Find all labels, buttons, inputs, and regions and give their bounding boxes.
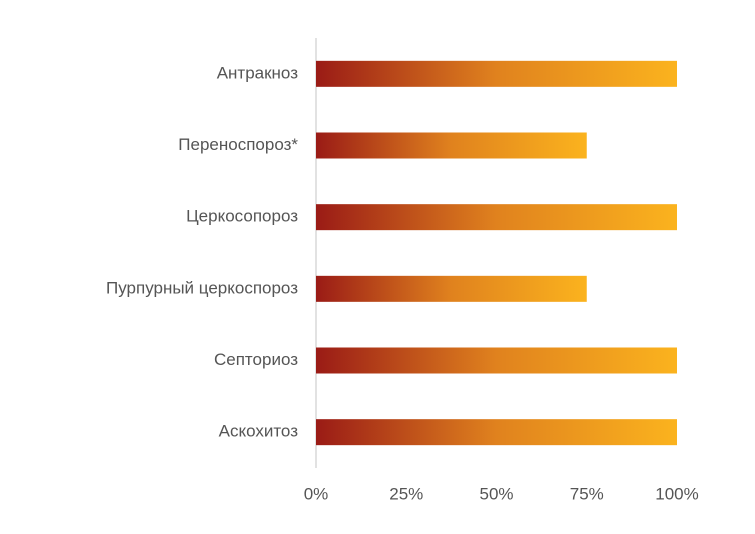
- y-tick-label: Аскохитоз: [219, 422, 299, 441]
- bar: [316, 419, 677, 446]
- y-tick-label: Антракноз: [217, 63, 299, 82]
- y-tick-label: Пурпурный церкоспороз: [106, 278, 298, 297]
- y-tick-label: Септориоз: [214, 350, 298, 369]
- y-tick-label: Переноспороз*: [178, 135, 298, 154]
- bar: [316, 275, 587, 302]
- x-tick-label: 25%: [389, 484, 423, 503]
- bar: [316, 60, 677, 87]
- x-tick-label: 0%: [304, 484, 329, 503]
- x-tick-label: 50%: [479, 484, 513, 503]
- bar: [316, 132, 587, 159]
- bar: [316, 347, 677, 374]
- x-tick-label: 75%: [570, 484, 604, 503]
- x-tick-label: 100%: [655, 484, 698, 503]
- y-tick-label: Церкосопороз: [186, 207, 298, 226]
- bar: [316, 204, 677, 231]
